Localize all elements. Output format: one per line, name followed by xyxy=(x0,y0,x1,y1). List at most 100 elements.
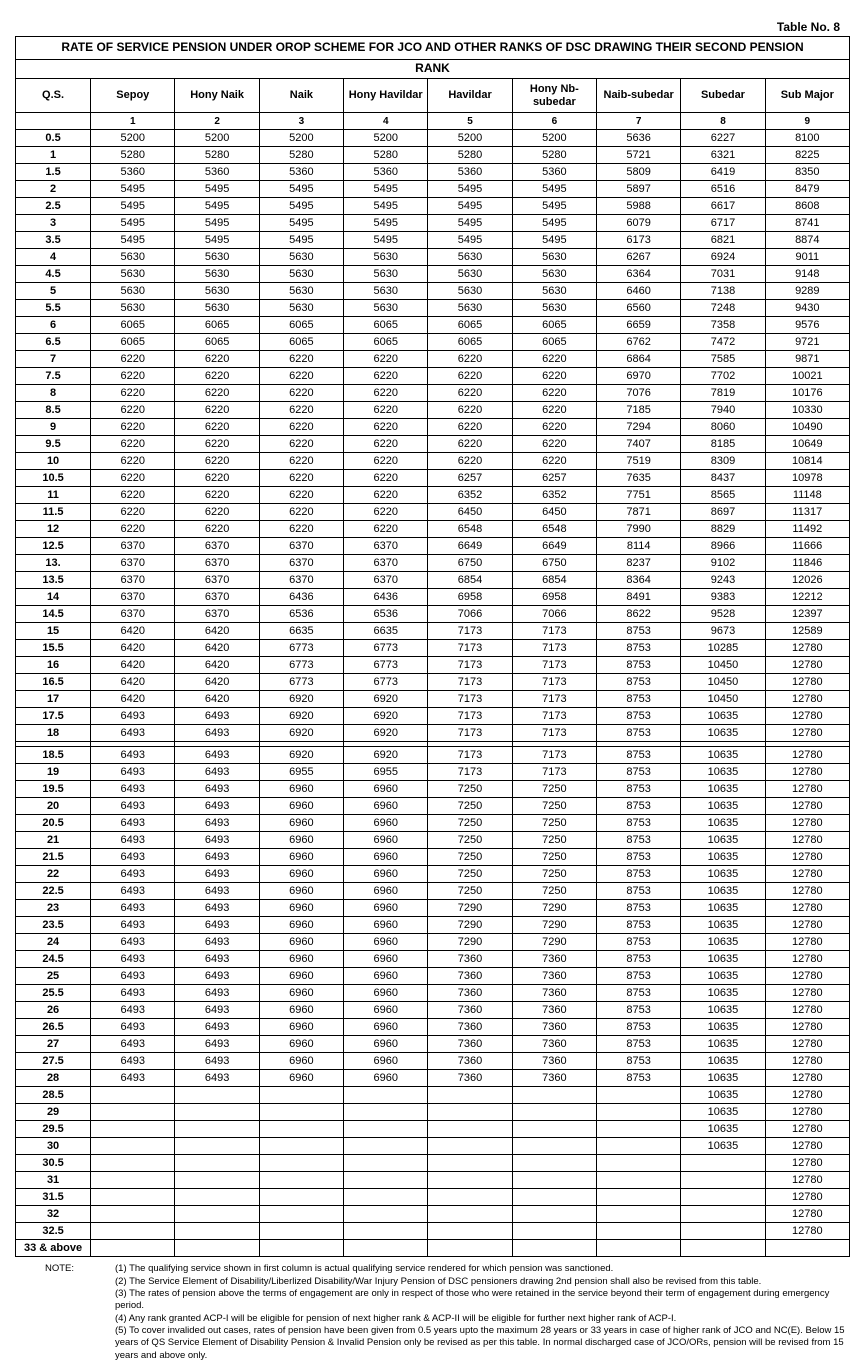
value-cell xyxy=(259,1223,343,1240)
value-cell: 10635 xyxy=(681,934,765,951)
value-cell xyxy=(175,1240,259,1257)
value-cell: 5630 xyxy=(175,249,259,266)
qs-cell: 29 xyxy=(16,1104,91,1121)
qs-cell: 8.5 xyxy=(16,402,91,419)
value-cell: 5495 xyxy=(428,215,512,232)
value-cell: 5495 xyxy=(512,215,596,232)
col-index: 8 xyxy=(681,113,765,130)
value-cell: 12780 xyxy=(765,725,849,742)
value-cell: 7250 xyxy=(512,866,596,883)
value-cell: 6773 xyxy=(344,657,428,674)
value-cell: 6821 xyxy=(681,232,765,249)
value-cell xyxy=(597,1223,681,1240)
value-cell: 6220 xyxy=(91,351,175,368)
value-cell xyxy=(681,1223,765,1240)
value-cell: 6220 xyxy=(344,368,428,385)
value-cell: 5360 xyxy=(175,164,259,181)
value-cell: 6420 xyxy=(175,623,259,640)
value-cell: 8364 xyxy=(597,572,681,589)
value-cell xyxy=(428,1223,512,1240)
value-cell: 11148 xyxy=(765,487,849,504)
value-cell: 7290 xyxy=(512,900,596,917)
value-cell: 8753 xyxy=(597,934,681,951)
value-cell xyxy=(681,1155,765,1172)
value-cell: 6450 xyxy=(428,504,512,521)
value-cell xyxy=(91,1087,175,1104)
value-cell: 10635 xyxy=(681,883,765,900)
value-cell xyxy=(259,1172,343,1189)
value-cell: 6065 xyxy=(428,334,512,351)
value-cell: 6220 xyxy=(428,385,512,402)
value-cell: 6220 xyxy=(175,521,259,538)
value-cell: 9011 xyxy=(765,249,849,266)
value-cell: 8237 xyxy=(597,555,681,572)
value-cell: 6960 xyxy=(344,1019,428,1036)
value-cell: 7360 xyxy=(428,1036,512,1053)
value-cell: 6920 xyxy=(259,708,343,725)
value-cell: 7173 xyxy=(428,640,512,657)
value-cell: 7294 xyxy=(597,419,681,436)
value-cell xyxy=(681,1240,765,1257)
value-cell: 6955 xyxy=(259,764,343,781)
value-cell xyxy=(91,1189,175,1206)
value-cell: 6960 xyxy=(344,1070,428,1087)
value-cell: 6493 xyxy=(91,1053,175,1070)
value-cell: 8753 xyxy=(597,640,681,657)
value-cell: 10635 xyxy=(681,1053,765,1070)
value-cell xyxy=(259,1121,343,1138)
value-cell: 6352 xyxy=(428,487,512,504)
value-cell: 8753 xyxy=(597,657,681,674)
value-cell: 6493 xyxy=(91,900,175,917)
value-cell: 12212 xyxy=(765,589,849,606)
value-cell: 10635 xyxy=(681,951,765,968)
value-cell: 6370 xyxy=(91,589,175,606)
value-cell: 5630 xyxy=(175,283,259,300)
value-cell: 5495 xyxy=(259,232,343,249)
value-cell: 6420 xyxy=(175,640,259,657)
value-cell: 7940 xyxy=(681,402,765,419)
value-cell: 5988 xyxy=(597,198,681,215)
qs-cell: 29.5 xyxy=(16,1121,91,1138)
value-cell: 6960 xyxy=(344,781,428,798)
value-cell: 8753 xyxy=(597,623,681,640)
value-cell: 7250 xyxy=(512,832,596,849)
value-cell: 8697 xyxy=(681,504,765,521)
qs-cell: 10.5 xyxy=(16,470,91,487)
value-cell: 6220 xyxy=(175,351,259,368)
value-cell: 6493 xyxy=(91,917,175,934)
value-cell: 6960 xyxy=(259,985,343,1002)
value-cell: 6436 xyxy=(344,589,428,606)
value-cell xyxy=(259,1206,343,1223)
value-cell: 6220 xyxy=(259,453,343,470)
value-cell: 7519 xyxy=(597,453,681,470)
col-index: 7 xyxy=(597,113,681,130)
qs-cell: 22 xyxy=(16,866,91,883)
value-cell: 6960 xyxy=(344,900,428,917)
value-cell: 7360 xyxy=(428,985,512,1002)
col-header: Hony Havildar xyxy=(344,79,428,113)
qs-cell: 21.5 xyxy=(16,849,91,866)
value-cell: 8753 xyxy=(597,832,681,849)
value-cell: 6220 xyxy=(428,436,512,453)
value-cell: 6920 xyxy=(344,708,428,725)
value-cell xyxy=(428,1189,512,1206)
qs-cell: 4.5 xyxy=(16,266,91,283)
value-cell: 12780 xyxy=(765,798,849,815)
value-cell: 6493 xyxy=(91,708,175,725)
value-cell: 6493 xyxy=(91,951,175,968)
qs-cell: 33 & above xyxy=(16,1240,91,1257)
value-cell: 6220 xyxy=(91,419,175,436)
value-cell: 5495 xyxy=(428,181,512,198)
qs-cell: 25 xyxy=(16,968,91,985)
value-cell: 6370 xyxy=(344,538,428,555)
value-cell: 7250 xyxy=(428,815,512,832)
value-cell: 6920 xyxy=(344,725,428,742)
value-cell: 5630 xyxy=(259,300,343,317)
value-cell: 7360 xyxy=(428,1053,512,1070)
value-cell: 12780 xyxy=(765,985,849,1002)
value-cell: 10635 xyxy=(681,1002,765,1019)
value-cell: 6958 xyxy=(512,589,596,606)
value-cell: 10649 xyxy=(765,436,849,453)
value-cell: 7360 xyxy=(428,968,512,985)
value-cell: 12780 xyxy=(765,866,849,883)
